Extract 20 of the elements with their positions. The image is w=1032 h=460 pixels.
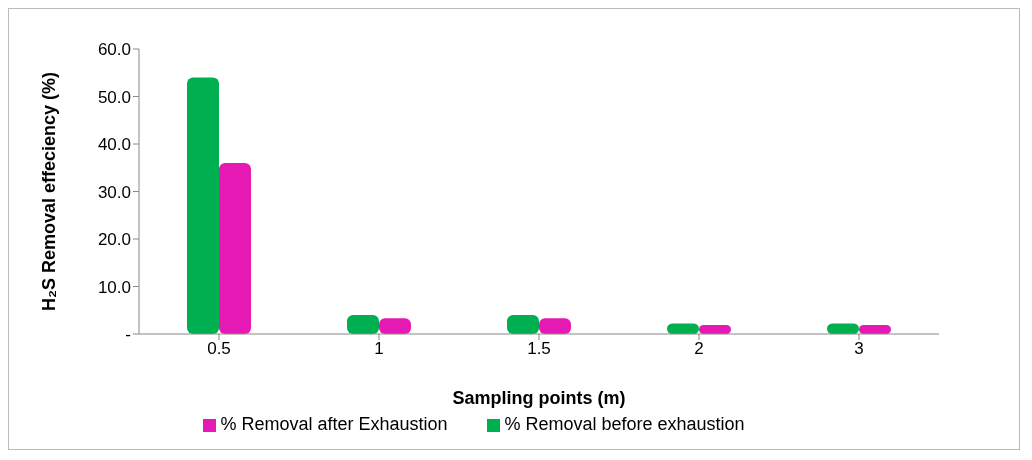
y-tick-label: 50.0 <box>97 87 131 107</box>
legend-label: % Removal before exhaustion <box>504 414 745 434</box>
y-axis-title: H₂S Removal effeciency (%) <box>39 71 60 312</box>
bar <box>219 163 251 334</box>
x-axis-title: Sampling points (m) <box>452 388 626 408</box>
x-tick-label: 1 <box>374 339 384 359</box>
y-tick-label: 10.0 <box>97 277 131 297</box>
y-tick-label: 30.0 <box>97 182 131 202</box>
x-tick-label: 2 <box>694 339 704 359</box>
bar <box>347 315 379 334</box>
y-tick-label: 20.0 <box>97 230 131 250</box>
legend-label: % Removal after Exhaustion <box>220 414 448 434</box>
bar <box>507 315 539 334</box>
y-tick-label: 40.0 <box>97 135 131 155</box>
y-tick-label: - <box>125 325 131 345</box>
x-tick-label: 3 <box>854 339 864 359</box>
y-tick-label: 60.0 <box>97 40 131 60</box>
bar <box>187 77 219 334</box>
x-tick-label: 1.5 <box>527 339 551 359</box>
x-tick-label: 0.5 <box>207 339 231 359</box>
